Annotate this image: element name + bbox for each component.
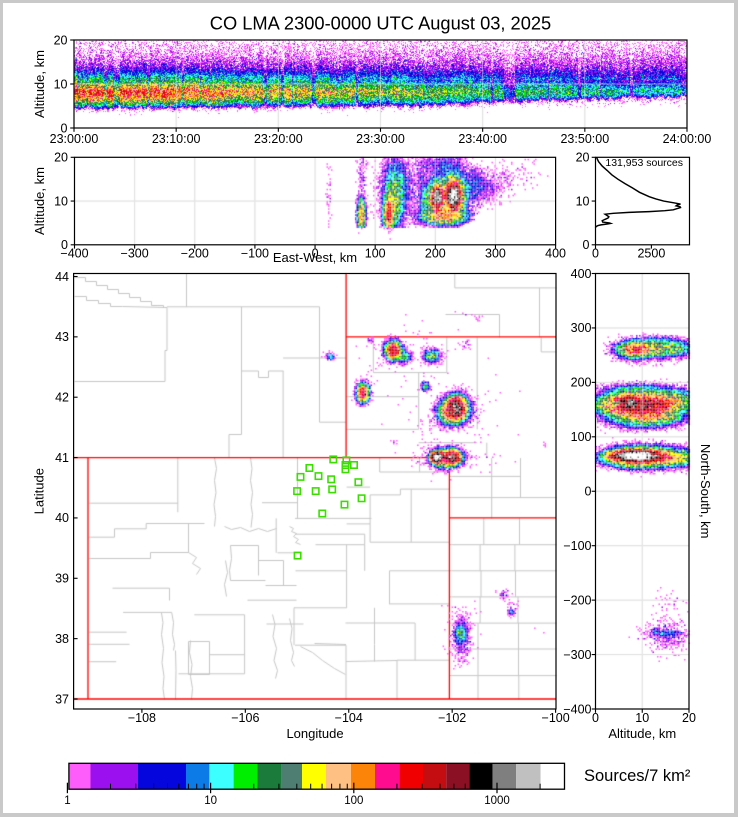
svg-text:400: 400	[545, 247, 566, 261]
svg-text:200: 200	[425, 247, 446, 261]
svg-text:24:00:00: 24:00:00	[663, 132, 712, 146]
svg-text:10: 10	[54, 77, 68, 91]
svg-text:2500: 2500	[637, 247, 665, 261]
svg-text:41: 41	[55, 451, 69, 465]
svg-text:38: 38	[55, 632, 69, 646]
svg-text:1000: 1000	[484, 795, 510, 807]
svg-text:Latitude: Latitude	[32, 468, 47, 514]
svg-text:−200: −200	[181, 247, 209, 261]
svg-text:Sources/7 km²: Sources/7 km²	[584, 767, 691, 785]
svg-text:200: 200	[571, 376, 592, 390]
svg-text:−100: −100	[241, 247, 269, 261]
svg-text:0: 0	[61, 238, 68, 252]
svg-text:Altitude, km: Altitude, km	[32, 50, 47, 118]
svg-text:300: 300	[571, 321, 592, 335]
svg-text:−200: −200	[563, 593, 591, 607]
svg-text:−100: −100	[542, 711, 570, 725]
svg-text:Altitude, km: Altitude, km	[608, 726, 676, 741]
svg-text:23:00:00: 23:00:00	[50, 132, 99, 146]
svg-text:10: 10	[54, 194, 68, 208]
svg-text:−300: −300	[121, 247, 149, 261]
svg-text:−104: −104	[335, 711, 363, 725]
svg-text:40: 40	[55, 511, 69, 525]
svg-text:1: 1	[64, 795, 70, 807]
svg-text:39: 39	[55, 572, 69, 586]
svg-text:0: 0	[312, 247, 319, 261]
svg-text:−108: −108	[128, 711, 156, 725]
svg-text:42: 42	[55, 391, 69, 405]
svg-text:23:10:00: 23:10:00	[152, 132, 201, 146]
svg-text:20: 20	[54, 151, 68, 165]
svg-text:0: 0	[592, 711, 599, 725]
svg-text:10: 10	[635, 711, 649, 725]
svg-text:0: 0	[61, 121, 68, 135]
svg-text:300: 300	[485, 247, 506, 261]
svg-text:100: 100	[344, 795, 363, 807]
svg-text:0: 0	[583, 238, 590, 252]
svg-text:−100: −100	[563, 539, 591, 553]
svg-text:23:30:00: 23:30:00	[356, 132, 405, 146]
svg-text:−400: −400	[60, 247, 88, 261]
svg-text:0: 0	[585, 485, 592, 499]
svg-text:131,953 sources: 131,953 sources	[605, 157, 683, 169]
svg-text:23:20:00: 23:20:00	[254, 132, 303, 146]
svg-text:−400: −400	[563, 702, 591, 716]
svg-text:20: 20	[54, 33, 68, 47]
svg-text:400: 400	[571, 267, 592, 281]
svg-text:43: 43	[55, 330, 69, 344]
svg-text:Altitude, km: Altitude, km	[32, 167, 47, 235]
svg-text:37: 37	[55, 692, 69, 706]
svg-text:East-West, km: East-West, km	[273, 250, 357, 265]
svg-text:23:40:00: 23:40:00	[458, 132, 507, 146]
svg-text:20: 20	[576, 151, 590, 165]
svg-text:CO LMA 2300-0000 UTC August 03: CO LMA 2300-0000 UTC August 03, 2025	[210, 13, 551, 34]
svg-text:−106: −106	[231, 711, 259, 725]
svg-text:100: 100	[365, 247, 386, 261]
svg-text:23:50:00: 23:50:00	[560, 132, 609, 146]
svg-text:−300: −300	[563, 648, 591, 662]
svg-text:0: 0	[592, 247, 599, 261]
svg-text:−102: −102	[438, 711, 466, 725]
svg-text:10: 10	[576, 194, 590, 208]
svg-text:10: 10	[204, 795, 217, 807]
svg-text:Longitude: Longitude	[286, 726, 343, 741]
svg-text:North-South, km: North-South, km	[698, 444, 713, 539]
svg-text:44: 44	[55, 270, 69, 284]
svg-text:20: 20	[682, 711, 696, 725]
svg-text:100: 100	[571, 430, 592, 444]
